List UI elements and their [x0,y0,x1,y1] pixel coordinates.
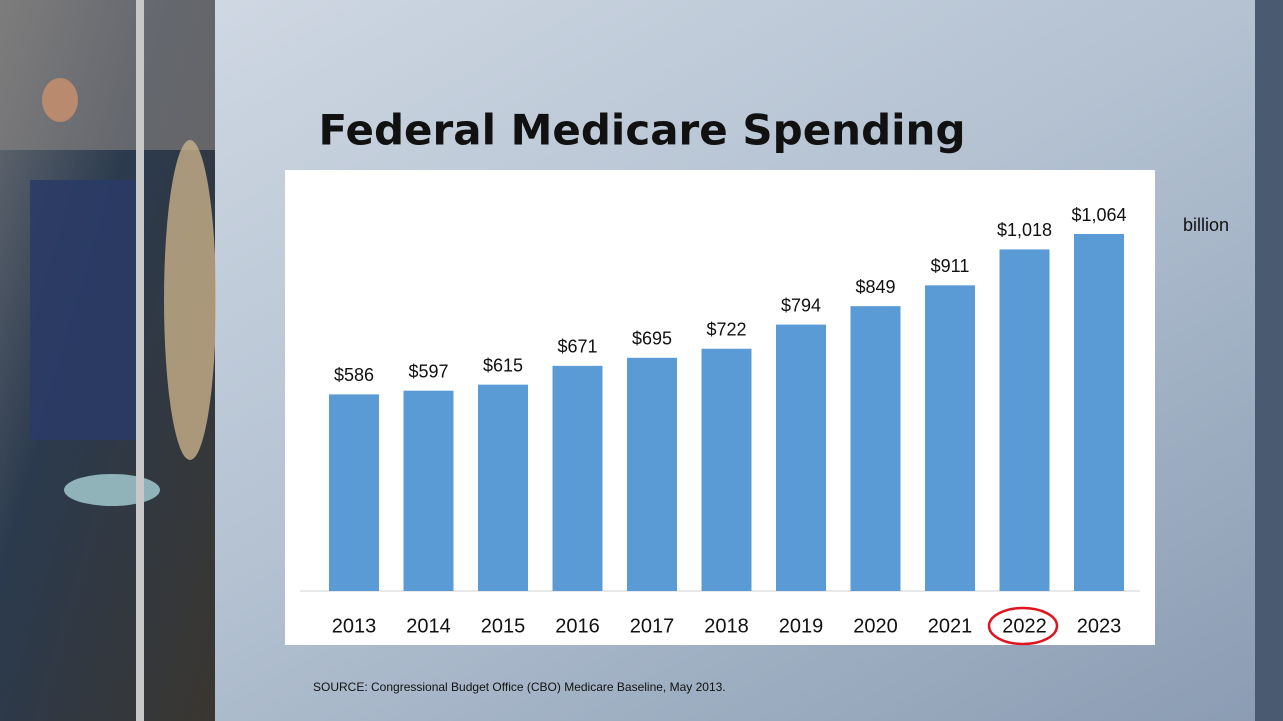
bar [478,384,528,591]
bar [999,249,1050,591]
bar [1074,234,1124,591]
bar [850,306,901,591]
source-note: SOURCE: Congressional Budget Office (CBO… [313,680,726,694]
value-label: $794 [781,295,821,315]
bar [701,348,752,591]
value-label: $849 [855,277,895,297]
highlight-circle [987,606,1059,646]
x-tick-label: 2023 [1077,615,1122,637]
x-tick-label: 2019 [779,615,824,637]
chart-title: Federal Medicare Spending [318,106,965,155]
value-label: $597 [408,361,448,381]
value-label: $1,064 [1071,205,1126,225]
bar [329,394,379,591]
value-label: $722 [706,320,746,340]
bar [925,285,975,591]
right-strip [1255,0,1283,721]
value-label: $911 [931,256,970,276]
bar [776,324,826,591]
value-label: $695 [632,329,672,349]
value-label: $586 [334,365,374,385]
x-tick-label: 2015 [481,615,526,637]
unit-note: billion [1183,215,1229,235]
x-tick-label: 2022 [1002,615,1047,637]
value-label: $615 [483,355,523,375]
value-label: $671 [557,337,597,357]
x-tick-label: 2020 [853,615,898,637]
value-label: $1,018 [997,220,1052,240]
x-tick-label: 2017 [630,615,675,637]
bar [627,357,677,591]
photo-strip [0,0,216,721]
x-tick-label: 2014 [406,615,451,637]
bar [552,365,603,591]
x-tick-label: 2021 [928,615,973,637]
bar [403,390,454,591]
x-tick-label: 2018 [704,615,749,637]
x-tick-label: 2013 [332,615,377,637]
x-tick-label: 2016 [555,615,600,637]
